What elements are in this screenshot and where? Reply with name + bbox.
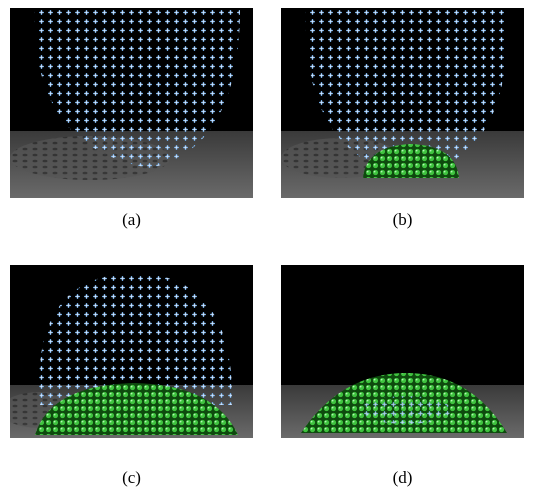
- caption: (c): [10, 468, 253, 488]
- figure: (a) (b) (c) (d): [0, 0, 534, 492]
- caption: (d): [281, 468, 524, 488]
- caption: (b): [281, 210, 524, 230]
- caption: (a): [10, 210, 253, 230]
- panel-image: [281, 8, 524, 198]
- panel-image: [281, 265, 524, 438]
- panel-image: [10, 265, 253, 438]
- panel-image: [10, 8, 253, 198]
